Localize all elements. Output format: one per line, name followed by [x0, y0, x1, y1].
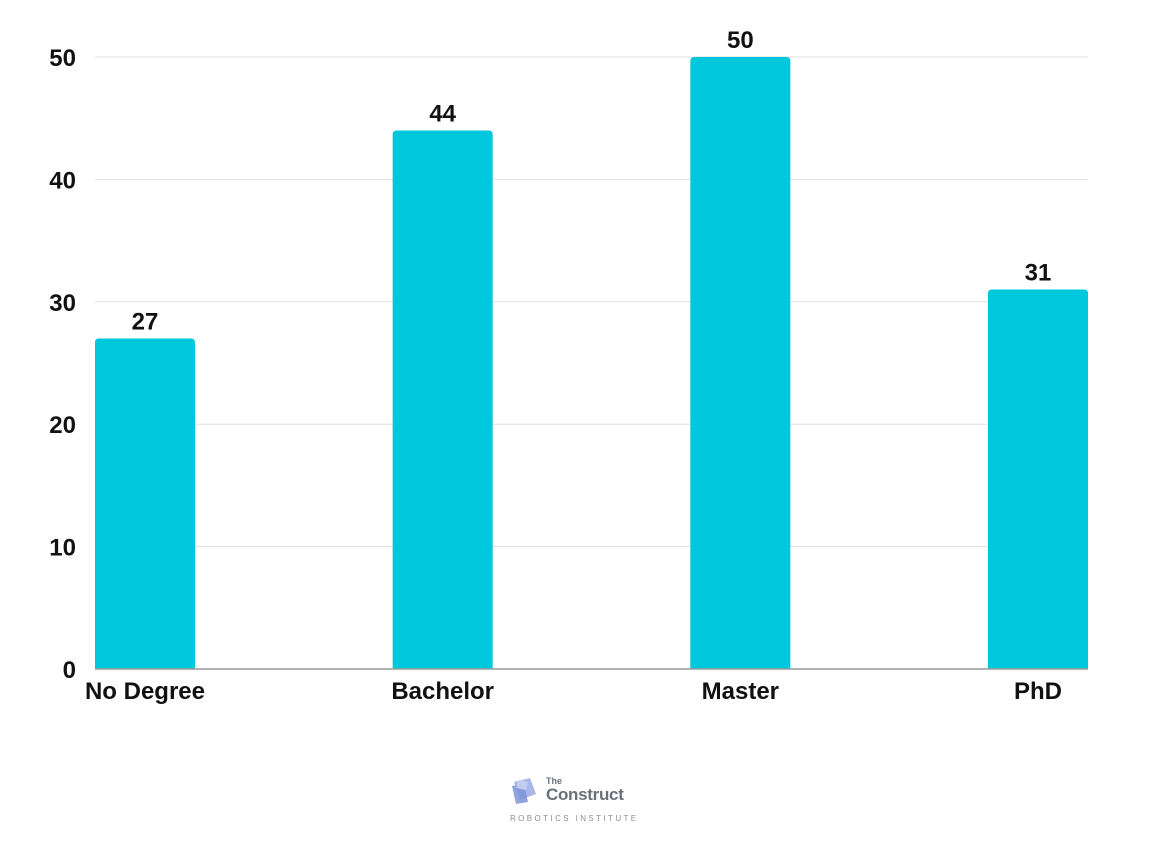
x-category-label: No Degree — [85, 678, 205, 705]
y-axis-ticks: 0 10 20 30 40 50 — [49, 45, 76, 684]
brand-subtitle: ROBOTICS INSTITUTE — [510, 814, 639, 823]
bar-master — [690, 57, 791, 669]
data-label: 50 — [727, 27, 754, 54]
bars — [95, 57, 1088, 669]
y-tick-label: 40 — [49, 167, 76, 194]
data-labels: 27 44 50 31 — [132, 27, 1052, 336]
y-tick-label: 20 — [49, 412, 76, 439]
x-category-label: Bachelor — [391, 678, 494, 705]
x-category-label: Master — [702, 678, 779, 705]
bar-phd — [988, 289, 1088, 669]
data-label: 44 — [429, 100, 456, 127]
y-tick-label: 50 — [49, 45, 76, 72]
data-label: 27 — [132, 309, 159, 336]
y-tick-label: 0 — [63, 657, 76, 684]
bar-no-degree — [95, 338, 195, 669]
grid-lines — [95, 56, 1088, 548]
brand-the: The — [546, 776, 563, 786]
y-tick-label: 30 — [49, 290, 76, 317]
x-category-label: PhD — [1014, 678, 1062, 705]
x-axis-categories: No Degree Bachelor Master PhD — [85, 678, 1062, 705]
y-tick-label: 10 — [49, 535, 76, 562]
data-label: 31 — [1025, 260, 1052, 287]
bar-bachelor — [392, 130, 493, 669]
cube-logo-icon — [512, 778, 536, 804]
brand-logo: The Construct ROBOTICS INSTITUTE — [500, 772, 640, 832]
brand-name: Construct — [546, 785, 624, 804]
